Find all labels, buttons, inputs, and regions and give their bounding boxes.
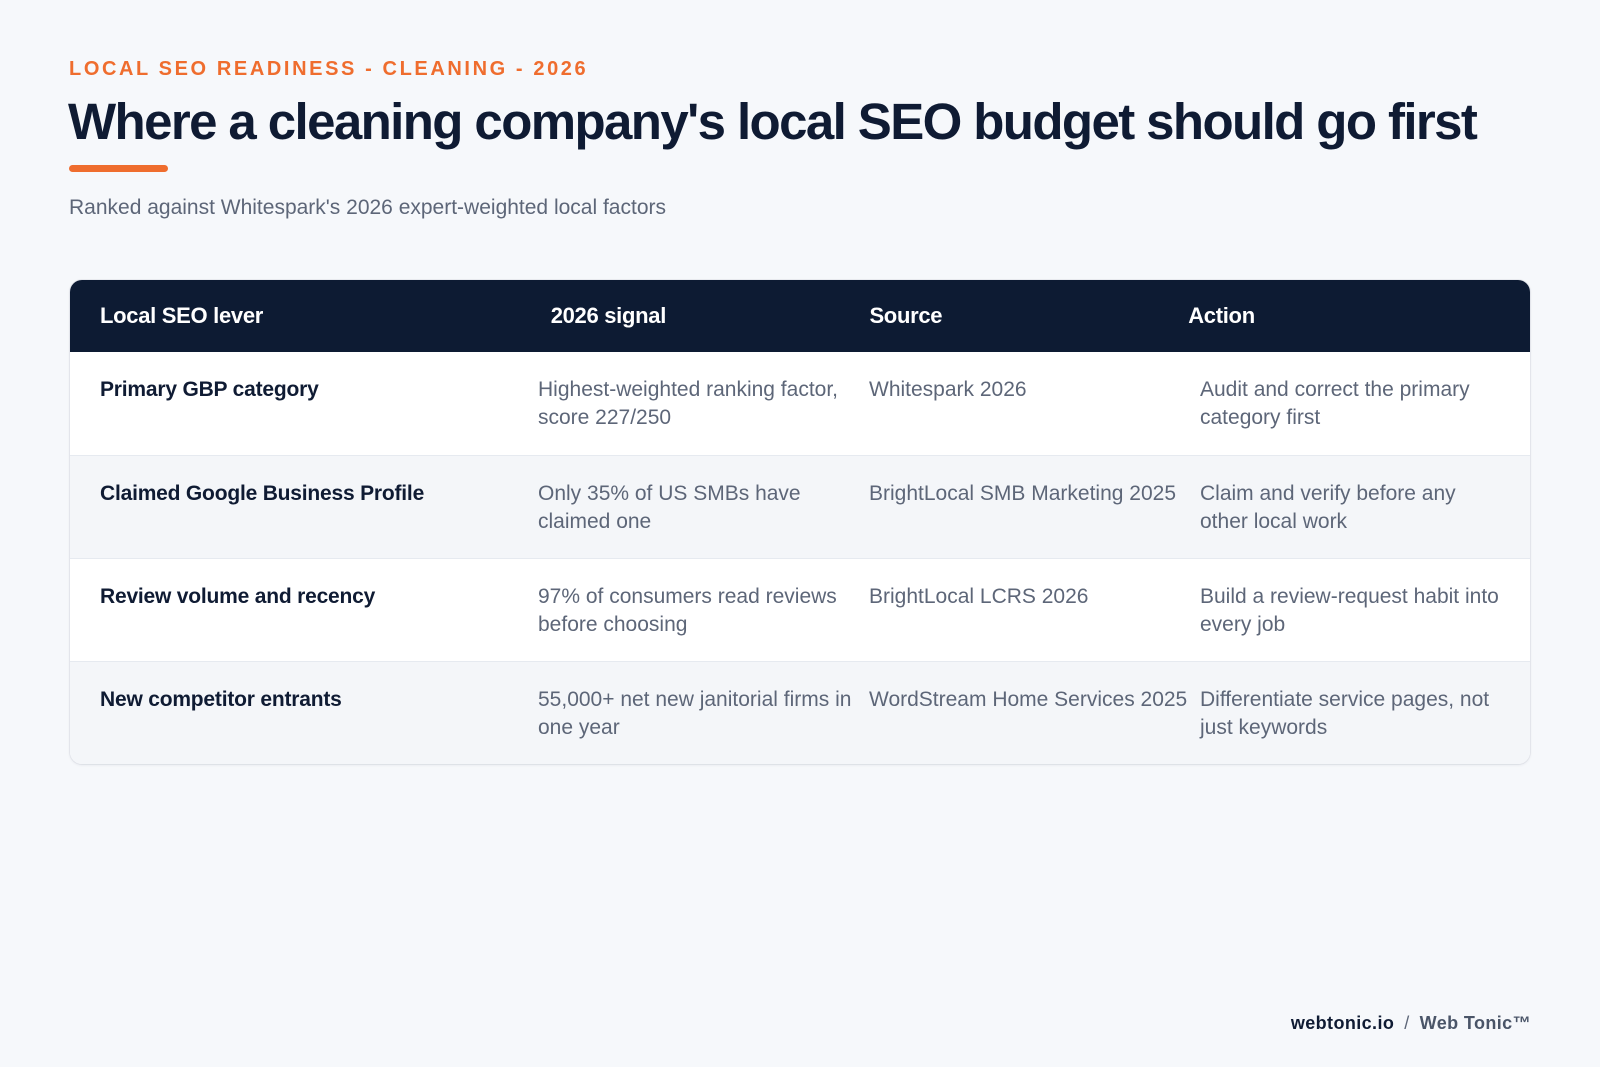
signal-cell: 97% of consumers read reviews before cho…: [538, 585, 837, 636]
table-row: New competitor entrants 55,000+ net new …: [70, 661, 1530, 764]
footer-domain-link[interactable]: webtonic.io: [1290, 1013, 1395, 1033]
column-header-lever: Local SEO lever: [100, 303, 264, 328]
lever-cell: Primary GBP category: [100, 378, 319, 401]
lever-cell: New competitor entrants: [100, 688, 342, 711]
table-header-row: Local SEO lever 2026 signal Source Actio…: [70, 280, 1530, 352]
table-row: Review volume and recency 97% of consume…: [70, 558, 1530, 661]
column-header-source: Source: [869, 303, 943, 328]
table-body: Primary GBP category Highest-weighted ra…: [70, 352, 1530, 764]
signal-cell: Only 35% of US SMBs have claimed one: [538, 482, 801, 533]
lever-cell: Claimed Google Business Profile: [100, 482, 425, 505]
page-title: Where a cleaning company's local SEO bud…: [68, 93, 1478, 150]
footer-separator: /: [1404, 1013, 1410, 1033]
action-cell: Differentiate service pages, not just ke…: [1200, 688, 1490, 739]
source-cell: BrightLocal LCRS 2026: [869, 585, 1089, 608]
action-cell: Audit and correct the primary category f…: [1200, 378, 1470, 429]
lever-cell: Review volume and recency: [100, 585, 376, 608]
column-header-action: Action: [1188, 303, 1255, 328]
source-cell: WordStream Home Services 2025: [869, 688, 1188, 711]
source-cell: Whitespark 2026: [869, 378, 1027, 401]
footer-brand: Web Tonic™: [1419, 1013, 1531, 1033]
column-header-signal: 2026 signal: [550, 303, 667, 328]
title-accent-bar: [69, 165, 168, 172]
footer-credit: webtonic.io / Web Tonic™: [1291, 1013, 1531, 1034]
page-subtitle: Ranked against Whitespark's 2026 expert-…: [69, 196, 666, 219]
action-cell: Build a review-request habit into every …: [1200, 585, 1499, 636]
eyebrow-label: LOCAL SEO READINESS - CLEANING - 2026: [69, 58, 589, 80]
signal-cell: 55,000+ net new janitorial firms in one …: [538, 688, 852, 739]
source-cell: BrightLocal SMB Marketing 2025: [869, 482, 1176, 505]
seo-lever-table: Local SEO lever 2026 signal Source Actio…: [70, 280, 1530, 764]
table-row: Primary GBP category Highest-weighted ra…: [70, 352, 1530, 455]
signal-cell: Highest-weighted ranking factor, score 2…: [538, 378, 838, 429]
action-cell: Claim and verify before any other local …: [1200, 482, 1456, 533]
table-row: Claimed Google Business Profile Only 35%…: [70, 455, 1530, 558]
